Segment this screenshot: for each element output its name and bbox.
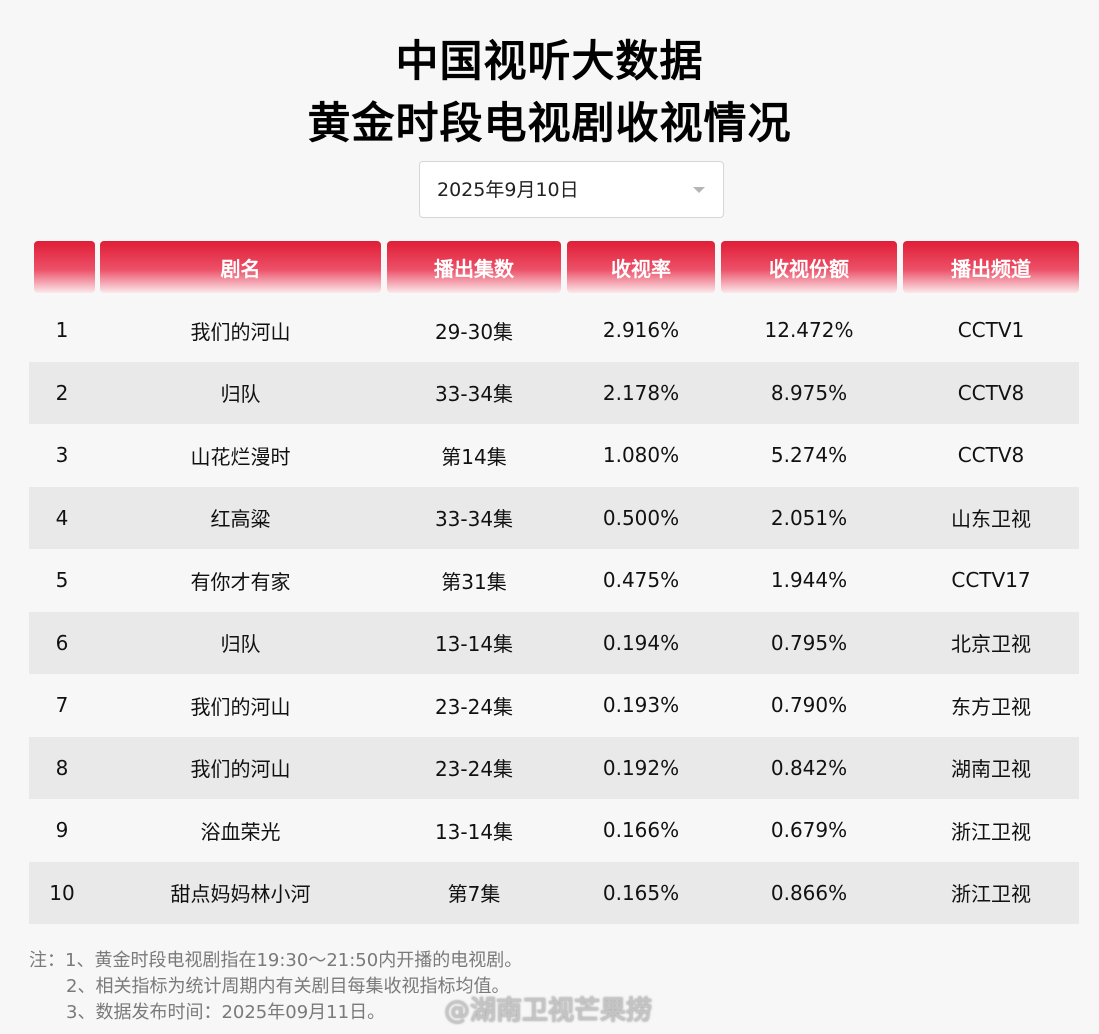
table-body: 1 我们的河山 29-30集 2.916% 12.472% CCTV1 2 归队 33-34集 2… <box>29 299 1079 924</box>
cell-channel: CCTV8 <box>957 443 1025 468</box>
footnotes: 注：1、黄金时段电视剧指在19:30～21:50内开播的电视剧。 2、相关指标为… <box>29 948 522 1026</box>
watermark: @湖南卫视芒果捞 <box>444 996 653 1026</box>
header-share: 收视份额 <box>721 241 897 293</box>
cell-name: 归队 <box>220 632 261 657</box>
cell-rating: 0.500% <box>602 505 680 530</box>
cell-episodes: 33-34集 <box>434 507 514 532</box>
table-row: 4 红高粱 33-34集 0.500% 2.051% 山东卫视 <box>29 486 1079 549</box>
cell-rating: 0.194% <box>602 630 680 655</box>
header-episodes: 播出集数 <box>387 241 561 293</box>
cell-episodes: 23-24集 <box>434 757 514 782</box>
header-rating: 收视率 <box>567 241 715 293</box>
table-row: 9 浴血荣光 13-14集 0.166% 0.679% 浙江卫视 <box>29 799 1079 862</box>
cell-rank: 3 <box>55 443 69 468</box>
cell-name: 我们的河山 <box>190 319 291 344</box>
cell-share: 0.679% <box>770 818 848 843</box>
cell-channel: 湖南卫视 <box>951 757 1031 782</box>
table-row: 6 归队 13-14集 0.194% 0.795% 北京卫视 <box>29 611 1079 674</box>
cell-episodes: 23-24集 <box>434 694 514 719</box>
table-row: 7 我们的河山 23-24集 0.193% 0.790% 东方卫视 <box>29 674 1079 737</box>
cell-channel: 北京卫视 <box>951 632 1031 657</box>
cell-channel: 浙江卫视 <box>951 882 1031 907</box>
cell-rating: 0.165% <box>602 880 680 905</box>
cell-name: 山花烂漫时 <box>190 444 291 469</box>
cell-rank: 9 <box>55 818 69 843</box>
cell-share: 1.944% <box>770 568 848 593</box>
table-row: 2 归队 33-34集 2.178% 8.975% CCTV8 <box>29 361 1079 424</box>
cell-share: 0.795% <box>770 630 848 655</box>
cell-share: 0.842% <box>770 755 848 780</box>
cell-episodes: 第31集 <box>441 569 507 594</box>
cell-name: 有你才有家 <box>190 569 291 594</box>
table-row: 10 甜点妈妈林小河 第7集 0.165% 0.866% 浙江卫视 <box>29 861 1079 924</box>
cell-channel: CCTV17 <box>951 568 1031 593</box>
cell-name: 甜点妈妈林小河 <box>170 882 311 907</box>
cell-rating: 0.192% <box>602 755 680 780</box>
table-row: 3 山花烂漫时 第14集 1.080% 5.274% CCTV8 <box>29 424 1079 487</box>
cell-rating: 2.916% <box>602 318 680 343</box>
date-select[interactable]: 2025年9月10日 <box>419 161 724 218</box>
footnote-1: 注：1、黄金时段电视剧指在19:30～21:50内开播的电视剧。 <box>29 950 523 971</box>
page-title: 中国视听大数据 <box>395 37 704 87</box>
cell-name: 红高粱 <box>210 507 271 532</box>
header-channel: 播出频道 <box>903 241 1079 293</box>
footnote-3: 3、数据发布时间：2025年09月11日。 <box>66 1002 386 1023</box>
table-header: 剧名 播出集数 收视率 收视份额 播出频道 <box>0 241 1099 293</box>
table-row: 5 有你才有家 第31集 0.475% 1.944% CCTV17 <box>29 549 1079 612</box>
cell-rating: 2.178% <box>602 380 680 405</box>
cell-channel: 浙江卫视 <box>951 819 1031 844</box>
cell-rank: 4 <box>55 505 69 530</box>
cell-rating: 0.166% <box>602 818 680 843</box>
cell-rank: 5 <box>55 568 69 593</box>
page-subtitle: 黄金时段电视剧收视情况 <box>307 99 792 149</box>
header-name: 剧名 <box>100 241 381 293</box>
cell-channel: CCTV8 <box>957 380 1025 405</box>
cell-channel: 山东卫视 <box>951 507 1031 532</box>
cell-episodes: 13-14集 <box>434 819 514 844</box>
header-rank <box>34 241 95 293</box>
cell-name: 归队 <box>220 382 261 407</box>
cell-name: 我们的河山 <box>190 694 291 719</box>
cell-rank: 10 <box>49 880 75 905</box>
cell-share: 8.975% <box>770 380 848 405</box>
cell-rank: 7 <box>55 693 69 718</box>
cell-rank: 1 <box>55 318 69 343</box>
cell-rating: 0.475% <box>602 568 680 593</box>
date-select-value: 2025年9月10日 <box>437 179 579 201</box>
cell-rank: 8 <box>55 755 69 780</box>
cell-rating: 1.080% <box>602 443 680 468</box>
cell-share: 12.472% <box>764 318 854 343</box>
cell-name: 浴血荣光 <box>200 819 281 844</box>
cell-rank: 6 <box>55 630 69 655</box>
cell-episodes: 第14集 <box>441 444 507 469</box>
footnote-2: 2、相关指标为统计周期内有关剧目每集收视指标均值。 <box>66 976 510 997</box>
cell-channel: CCTV1 <box>957 318 1025 343</box>
cell-episodes: 29-30集 <box>434 319 514 344</box>
cell-episodes: 第7集 <box>447 882 501 907</box>
table-row: 1 我们的河山 29-30集 2.916% 12.472% CCTV1 <box>29 299 1079 362</box>
table-row: 8 我们的河山 23-24集 0.192% 0.842% 湖南卫视 <box>29 736 1079 799</box>
cell-share: 0.866% <box>770 880 848 905</box>
cell-rank: 2 <box>55 380 69 405</box>
cell-share: 2.051% <box>770 505 848 530</box>
cell-name: 我们的河山 <box>190 757 291 782</box>
cell-episodes: 13-14集 <box>434 632 514 657</box>
cell-share: 0.790% <box>770 693 848 718</box>
caret-down-icon <box>693 187 705 193</box>
cell-share: 5.274% <box>770 443 848 468</box>
cell-channel: 东方卫视 <box>951 694 1031 719</box>
cell-rating: 0.193% <box>602 693 680 718</box>
cell-episodes: 33-34集 <box>434 382 514 407</box>
